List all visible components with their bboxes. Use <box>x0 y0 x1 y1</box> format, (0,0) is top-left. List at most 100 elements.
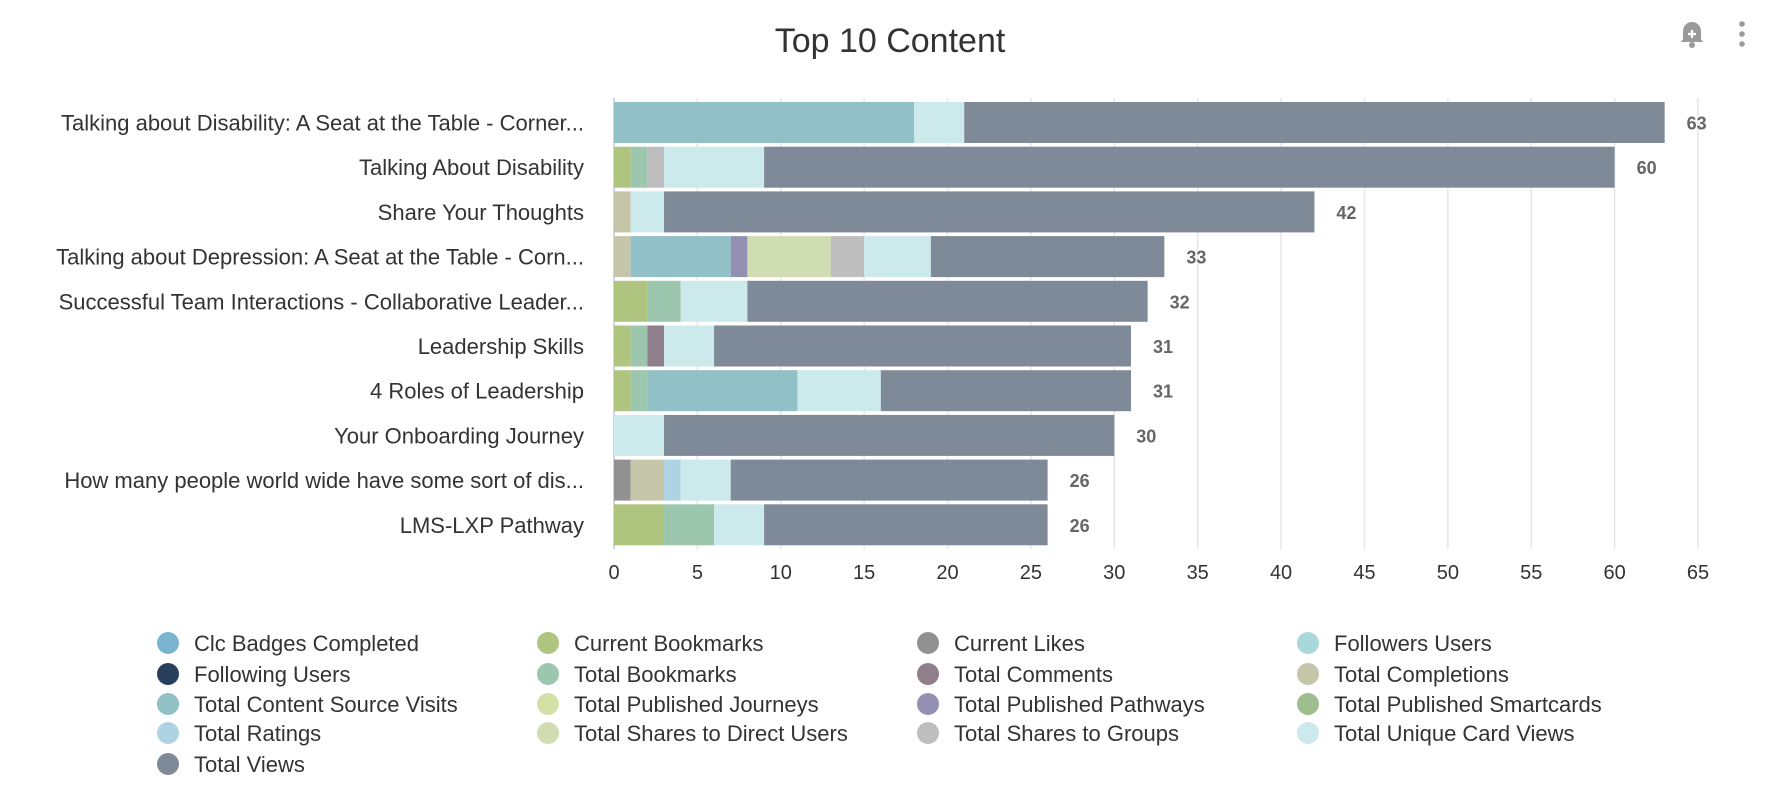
bar-segment[interactable] <box>664 325 715 367</box>
bar-segment[interactable] <box>730 236 748 278</box>
legend-item[interactable]: Total Comments <box>917 662 1113 687</box>
bar-segment[interactable] <box>614 370 631 412</box>
bar-segment[interactable] <box>714 325 1131 367</box>
legend-item[interactable]: Following Users <box>157 662 351 687</box>
category-label: Successful Team Interactions - Collabora… <box>59 289 584 314</box>
bar-segment[interactable] <box>797 370 881 412</box>
bar-segment[interactable] <box>664 146 765 188</box>
bar-segment[interactable] <box>630 370 648 412</box>
bar-segment[interactable] <box>630 459 665 501</box>
legend-marker <box>537 722 559 744</box>
bell-plus-icon[interactable] <box>1681 22 1703 48</box>
legend-item[interactable]: Total Views <box>157 752 305 777</box>
category-label: 4 Roles of Leadership <box>370 379 584 404</box>
legend-item[interactable]: Total Completions <box>1297 662 1509 687</box>
legend-item[interactable]: Total Published Journeys <box>537 692 819 717</box>
legend-item[interactable]: Total Ratings <box>157 721 321 746</box>
bar-segment[interactable] <box>664 504 715 546</box>
legend-item[interactable]: Total Shares to Groups <box>917 721 1179 746</box>
bar-total-label: 33 <box>1186 248 1206 268</box>
bar-segment[interactable] <box>614 102 915 143</box>
bar-segment[interactable] <box>747 236 831 278</box>
bar-segment[interactable] <box>614 236 631 278</box>
legend-label: Total Published Pathways <box>954 692 1205 717</box>
bar-segment[interactable] <box>964 102 1665 143</box>
bar-segment[interactable] <box>764 504 1048 546</box>
bar-segment[interactable] <box>630 146 648 188</box>
legend-item[interactable]: Total Published Pathways <box>917 692 1205 717</box>
bar-segment[interactable] <box>930 236 1165 278</box>
x-tick-label: 20 <box>936 562 958 584</box>
bar-segment[interactable] <box>680 280 748 322</box>
bar-segment[interactable] <box>680 459 731 501</box>
x-tick-label: 25 <box>1020 562 1042 584</box>
bar-segment[interactable] <box>664 414 1115 456</box>
legend-marker <box>157 753 179 775</box>
bar-total-label: 26 <box>1070 471 1090 491</box>
bar-segment[interactable] <box>614 191 631 233</box>
legend-item[interactable]: Total Bookmarks <box>537 662 737 687</box>
bar-segment[interactable] <box>864 236 931 278</box>
category-label: Talking about Disability: A Seat at the … <box>61 111 584 136</box>
bar-segment[interactable] <box>614 280 648 322</box>
legend-item[interactable]: Total Published Smartcards <box>1297 692 1602 717</box>
bar-segment[interactable] <box>714 504 765 546</box>
bar-total-label: 30 <box>1136 426 1156 446</box>
bar-segment[interactable] <box>664 191 1315 233</box>
bar-segment[interactable] <box>614 459 631 501</box>
legend-label: Total Unique Card Views <box>1334 721 1575 746</box>
legend-item[interactable]: Current Likes <box>917 631 1085 656</box>
bar-segment[interactable] <box>630 236 731 278</box>
legend-label: Clc Badges Completed <box>194 631 419 656</box>
legend-item[interactable]: Current Bookmarks <box>537 631 764 656</box>
bar-segment[interactable] <box>614 414 665 456</box>
x-tick-label: 5 <box>692 562 703 584</box>
bar-segment[interactable] <box>647 325 665 367</box>
legend-label: Total Views <box>194 752 305 777</box>
legend-label: Total Shares to Groups <box>954 721 1179 746</box>
legend-item[interactable]: Clc Badges Completed <box>157 631 419 656</box>
bar-segment[interactable] <box>730 459 1048 501</box>
legend-marker <box>157 632 179 654</box>
bar-segment[interactable] <box>614 146 631 188</box>
bar-segment[interactable] <box>647 146 665 188</box>
legend-label: Total Published Journeys <box>574 692 819 717</box>
legend-marker <box>157 722 179 744</box>
category-label: Talking about Depression: A Seat at the … <box>56 245 584 270</box>
category-label: How many people world wide have some sor… <box>64 468 584 493</box>
legend-item[interactable]: Followers Users <box>1297 631 1492 656</box>
more-vertical-icon[interactable] <box>1739 21 1745 47</box>
legend-label: Current Likes <box>954 631 1085 656</box>
category-label: Share Your Thoughts <box>378 200 584 225</box>
legend-marker <box>917 663 939 685</box>
bar-segment[interactable] <box>614 504 665 546</box>
legend-label: Total Ratings <box>194 721 321 746</box>
legend-label: Total Comments <box>954 662 1113 687</box>
bar-segment[interactable] <box>764 146 1615 188</box>
legend-marker <box>917 632 939 654</box>
legend-marker <box>157 693 179 715</box>
x-tick-label: 15 <box>853 562 875 584</box>
legend-item[interactable]: Total Shares to Direct Users <box>537 721 848 746</box>
legend-label: Current Bookmarks <box>574 631 764 656</box>
bar-segment[interactable] <box>630 191 665 233</box>
bar-segment[interactable] <box>647 370 798 412</box>
x-tick-label: 60 <box>1603 562 1625 584</box>
legend-label: Total Completions <box>1334 662 1509 687</box>
legend-item[interactable]: Total Content Source Visits <box>157 692 458 717</box>
category-label: Leadership Skills <box>418 334 584 359</box>
bar-segment[interactable] <box>747 280 1148 322</box>
legend-marker <box>537 663 559 685</box>
x-tick-label: 50 <box>1437 562 1459 584</box>
bar-segment[interactable] <box>880 370 1131 412</box>
bar-segment[interactable] <box>630 325 648 367</box>
bar-segment[interactable] <box>614 325 631 367</box>
legend-item[interactable]: Total Unique Card Views <box>1297 721 1575 746</box>
bar-segment[interactable] <box>647 280 681 322</box>
legend-marker <box>157 663 179 685</box>
chart-title: Top 10 Content <box>775 22 1006 60</box>
bar-segment[interactable] <box>914 102 965 143</box>
bar-segment[interactable] <box>830 236 865 278</box>
bar-segment[interactable] <box>664 459 681 501</box>
x-tick-label: 65 <box>1687 562 1709 584</box>
